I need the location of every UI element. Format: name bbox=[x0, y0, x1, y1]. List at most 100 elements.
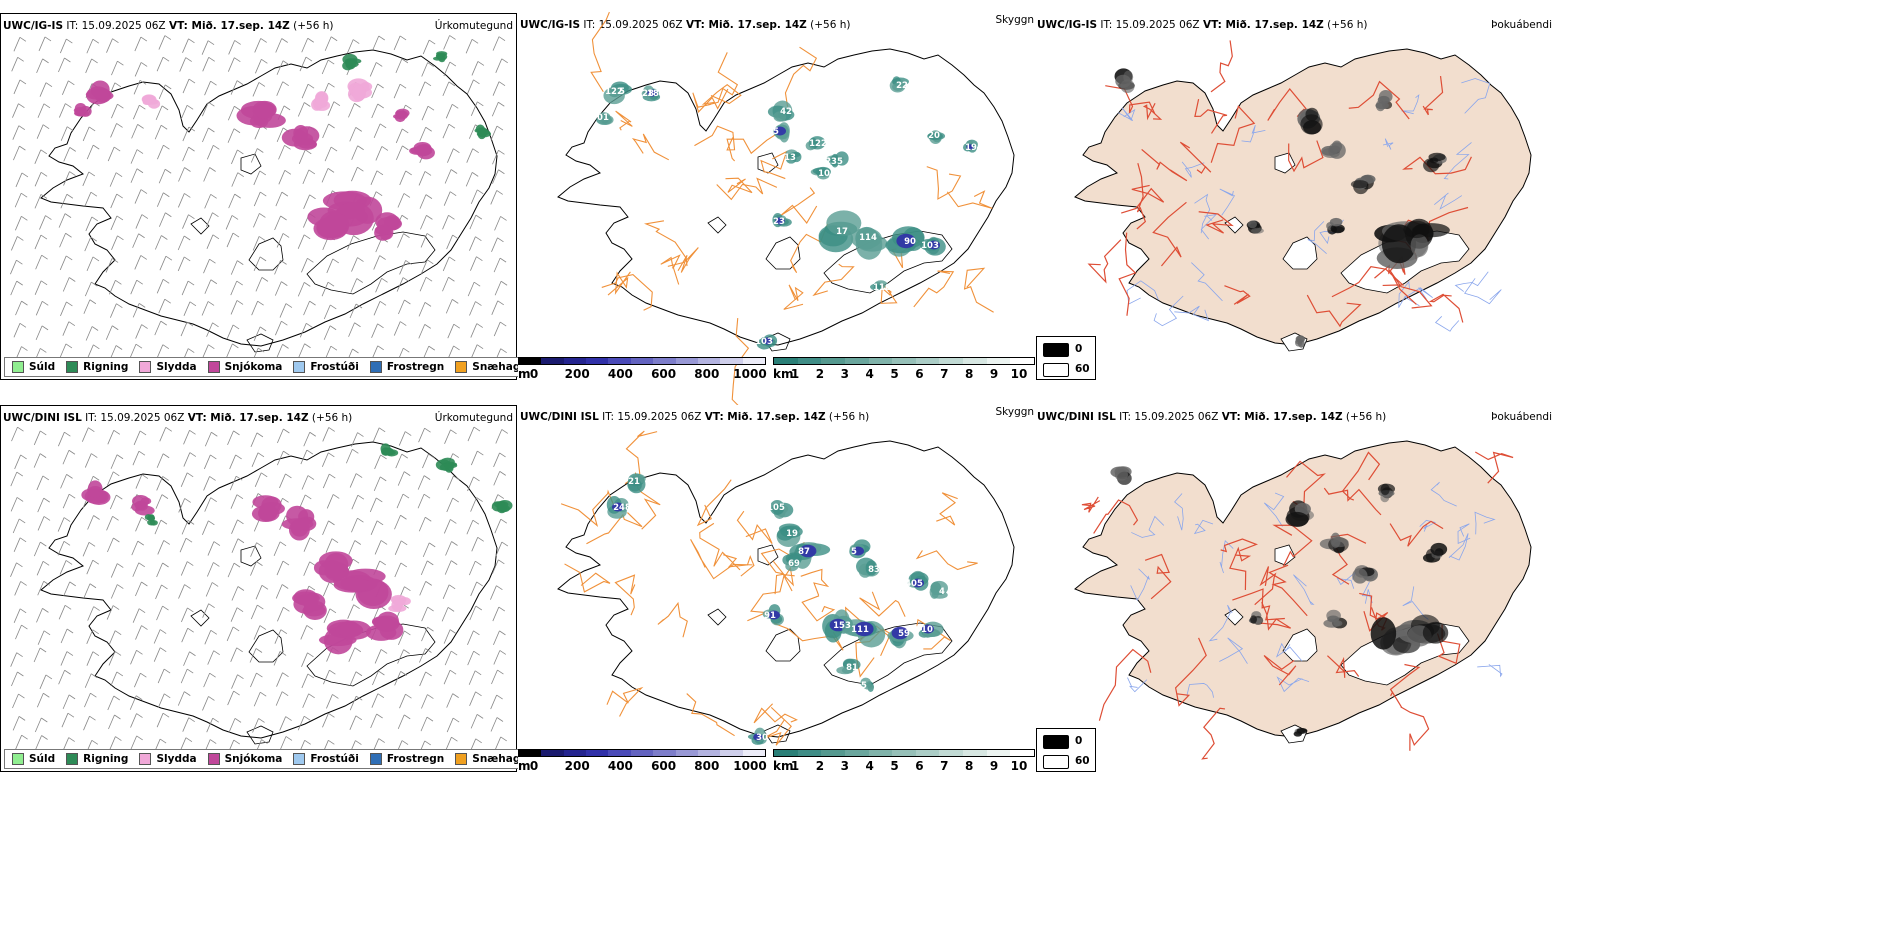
wind-barb-flag bbox=[378, 35, 385, 41]
wind-barb bbox=[156, 192, 164, 207]
wind-barb-flag bbox=[378, 738, 385, 743]
wind-barb-flag bbox=[140, 189, 148, 194]
visibility-label: 235 bbox=[825, 157, 843, 167]
colorbar-segment bbox=[697, 750, 721, 756]
wind-barb-flag bbox=[185, 737, 193, 742]
wind-barb bbox=[299, 323, 307, 338]
wind-barb bbox=[491, 102, 499, 117]
wind-barb-flag bbox=[114, 630, 122, 636]
wind-barb bbox=[177, 256, 185, 272]
wind-barb bbox=[206, 562, 214, 577]
wind-barb bbox=[297, 234, 305, 249]
low-visibility-area bbox=[826, 210, 862, 236]
wind-barb bbox=[372, 427, 380, 442]
precip-area bbox=[497, 499, 513, 512]
wind-barb-flag bbox=[354, 103, 361, 108]
wind-barb bbox=[132, 303, 140, 318]
wind-barb bbox=[107, 695, 115, 711]
wind-barb bbox=[183, 452, 191, 467]
road-line bbox=[726, 128, 786, 162]
road-line bbox=[601, 274, 653, 311]
wind-barb-flag bbox=[328, 739, 335, 745]
wind-barb-flag bbox=[328, 123, 335, 129]
wind-barb bbox=[394, 515, 401, 530]
wind-barb-flag bbox=[355, 695, 363, 701]
wind-barb bbox=[322, 520, 329, 536]
wind-barb bbox=[35, 325, 43, 341]
wind-barb bbox=[250, 561, 257, 576]
wind-barb-flag bbox=[137, 124, 144, 129]
wind-barb-flag bbox=[401, 740, 409, 745]
wind-barb bbox=[443, 519, 451, 534]
visibility-panel-1: UWC/IG-IS IT: 15.09.2025 06Z VT: Mið. 17… bbox=[518, 11, 1037, 413]
wind-barb-flag bbox=[452, 453, 460, 458]
wind-barb bbox=[301, 652, 308, 667]
wind-barb-flag bbox=[42, 124, 50, 130]
road-line bbox=[1081, 496, 1101, 513]
wind-barb-flag bbox=[43, 103, 51, 109]
wind-barb bbox=[443, 61, 451, 77]
wind-barb-flag bbox=[117, 584, 124, 589]
iceland-precip-map bbox=[10, 35, 508, 364]
wind-barb bbox=[419, 581, 427, 596]
wind-barb bbox=[154, 519, 162, 535]
wind-barb bbox=[83, 583, 91, 598]
wind-barb bbox=[470, 101, 478, 116]
wind-barb-flag bbox=[476, 256, 483, 262]
wind-barb-flag bbox=[40, 171, 48, 177]
wind-barb-flag bbox=[428, 345, 436, 351]
wind-barb-flag bbox=[377, 83, 384, 89]
wind-barb bbox=[15, 300, 22, 316]
wind-barb-flag bbox=[474, 670, 482, 676]
wind-barb bbox=[373, 123, 381, 139]
river-line bbox=[1307, 221, 1327, 254]
wind-barb bbox=[63, 581, 71, 597]
wind-barb-flag bbox=[450, 560, 458, 565]
wind-barb-flag bbox=[308, 693, 315, 699]
legend-label: Frostúði bbox=[310, 361, 359, 373]
wind-barb bbox=[397, 233, 404, 248]
precip-area bbox=[336, 624, 364, 637]
wind-barb bbox=[153, 647, 161, 662]
river-line bbox=[1443, 142, 1472, 180]
wind-barb-flag bbox=[210, 629, 218, 635]
wind-barb bbox=[465, 39, 473, 54]
wind-barb-flag bbox=[280, 260, 287, 265]
wind-barb-flag bbox=[477, 450, 484, 456]
wind-barb bbox=[349, 473, 357, 488]
colorbar-unit: m bbox=[518, 367, 531, 381]
wind-barb bbox=[183, 430, 190, 445]
wind-barb-flag bbox=[184, 691, 191, 696]
wind-barb-flag bbox=[208, 127, 215, 133]
wind-barb bbox=[253, 625, 261, 640]
wind-barb-flag bbox=[212, 322, 219, 328]
colorbar-tick: 7 bbox=[940, 367, 949, 381]
wind-barb-flag bbox=[354, 540, 362, 545]
wind-barb-flag bbox=[427, 560, 434, 566]
wind-barb-flag bbox=[66, 301, 73, 307]
wind-barb bbox=[417, 494, 425, 509]
wind-barb-flag bbox=[378, 427, 386, 433]
low-visibility-area bbox=[863, 683, 874, 690]
wind-barb bbox=[12, 518, 20, 534]
wind-barb-flag bbox=[42, 300, 49, 306]
wind-barb bbox=[279, 473, 286, 489]
river-line bbox=[1208, 604, 1233, 642]
fog-area bbox=[1114, 468, 1129, 481]
wind-barb bbox=[490, 190, 498, 205]
wind-barb bbox=[228, 718, 236, 733]
colorbar-segment bbox=[821, 358, 845, 364]
glacier-outline bbox=[1282, 236, 1318, 270]
wind-barb-flag bbox=[116, 215, 124, 221]
wind-barb bbox=[177, 193, 185, 208]
wind-barb bbox=[62, 694, 70, 710]
wind-barb bbox=[490, 694, 498, 710]
wind-barb bbox=[250, 542, 257, 557]
legend-item: Súld bbox=[12, 753, 55, 765]
wind-barb bbox=[158, 212, 166, 227]
fog-area bbox=[1429, 157, 1439, 164]
wind-barb bbox=[420, 560, 428, 576]
wind-barb-flag bbox=[426, 233, 434, 238]
wind-barb-flag bbox=[40, 348, 47, 353]
